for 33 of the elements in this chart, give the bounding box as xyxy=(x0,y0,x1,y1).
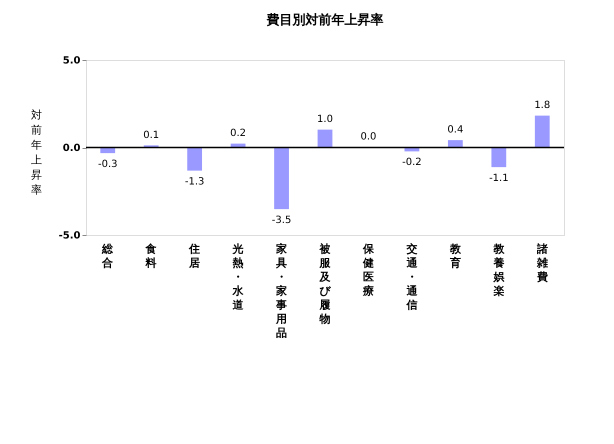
x-tick-label: 教養娯楽 xyxy=(492,242,506,298)
y-axis-title: 対前年上昇率 xyxy=(31,108,42,196)
x-tick-label: 総合 xyxy=(101,242,114,270)
y-tick-label: 0.0 xyxy=(62,143,81,154)
data-label: 0.2 xyxy=(230,128,246,139)
x-tick-label: 教育 xyxy=(448,242,462,270)
data-label: -0.2 xyxy=(402,157,422,168)
x-tick-label: 諸雑費 xyxy=(536,242,548,284)
data-label: 1.8 xyxy=(534,100,550,111)
bar xyxy=(534,116,550,148)
x-tick-label: 食料 xyxy=(144,242,157,270)
chart-title: 費目別対前年上昇率 xyxy=(266,12,384,28)
x-tick-label: 家具・家事用品 xyxy=(275,242,288,340)
bar xyxy=(274,147,289,210)
data-label: 0.4 xyxy=(447,124,464,136)
x-tick-label: 被服及び履物 xyxy=(318,242,332,326)
data-label: -0.3 xyxy=(98,158,118,170)
bar xyxy=(491,147,506,168)
data-label: 1.0 xyxy=(317,114,333,125)
bar xyxy=(187,147,202,171)
data-label: 0.0 xyxy=(360,132,376,142)
x-tick-label: 住居 xyxy=(188,242,200,270)
data-label: -1.3 xyxy=(184,176,204,188)
y-tick-label: 5.0 xyxy=(62,56,81,66)
data-label: 0.1 xyxy=(143,130,160,141)
bar xyxy=(448,140,463,148)
y-tick-label: -5.0 xyxy=(58,230,81,242)
x-tick-label: 保健医療 xyxy=(362,242,375,298)
x-tick-label: 交通・通信 xyxy=(405,242,418,312)
data-label: -1.1 xyxy=(489,172,509,184)
x-tick-label: 光熱・水道 xyxy=(232,242,245,312)
bar xyxy=(318,130,332,148)
data-label: -3.5 xyxy=(272,214,292,226)
